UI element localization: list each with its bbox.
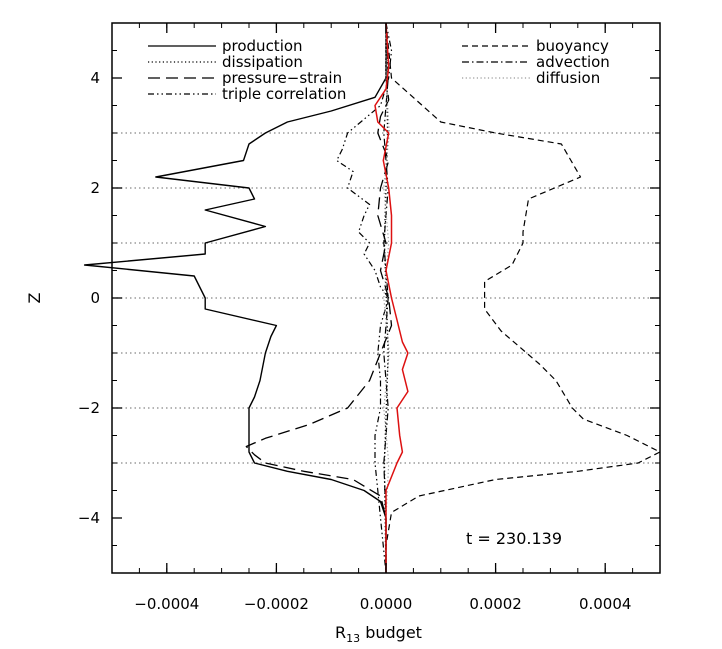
y-tick-label: −2 [78,399,100,417]
series-lines [83,22,661,574]
x-tick-label: 0.0000 [360,595,413,613]
y-tick-label: 4 [90,69,100,87]
x-tick-label: −0.0004 [134,595,199,613]
legend-label: buoyancy [536,37,609,55]
legend-left: productiondissipationpressure−straintrip… [148,37,346,103]
time-annotation: t = 230.139 [466,529,562,548]
y-tick-label: 0 [90,289,100,307]
x-axis-title: R13 budget [335,623,422,645]
series-line-triple-correlation [336,22,393,574]
series-line-red-total [374,22,409,573]
x-axis-title-suffix: budget [360,623,422,642]
legend-label: production [222,37,303,55]
series-line-diffusion [383,23,390,573]
x-tick-label: 0.0004 [579,595,632,613]
axis-ticks: −0.0004 −0.0002 0.0000 0.0002 0.0004 −4 −2 0 2 4 [78,22,661,613]
x-axis-title-subscript: 13 [346,632,360,645]
y-axis-title: Z [25,292,44,303]
y-tick-label: 2 [90,179,100,197]
legend-label: pressure−strain [222,69,342,87]
legend-label: advection [536,53,610,71]
reference-lines [112,132,660,464]
y-tick-label: −4 [78,509,100,527]
legend-label: dissipation [222,53,303,71]
legend-label: diffusion [536,69,600,87]
series-line-pressure-strain [245,23,393,573]
series-line-advection [383,22,389,573]
x-tick-label: −0.0002 [244,595,309,613]
series-line-production [83,23,387,573]
x-tick-label: 0.0002 [469,595,522,613]
legend-label: triple correlation [222,85,346,103]
series-line-buoyancy [385,22,661,573]
